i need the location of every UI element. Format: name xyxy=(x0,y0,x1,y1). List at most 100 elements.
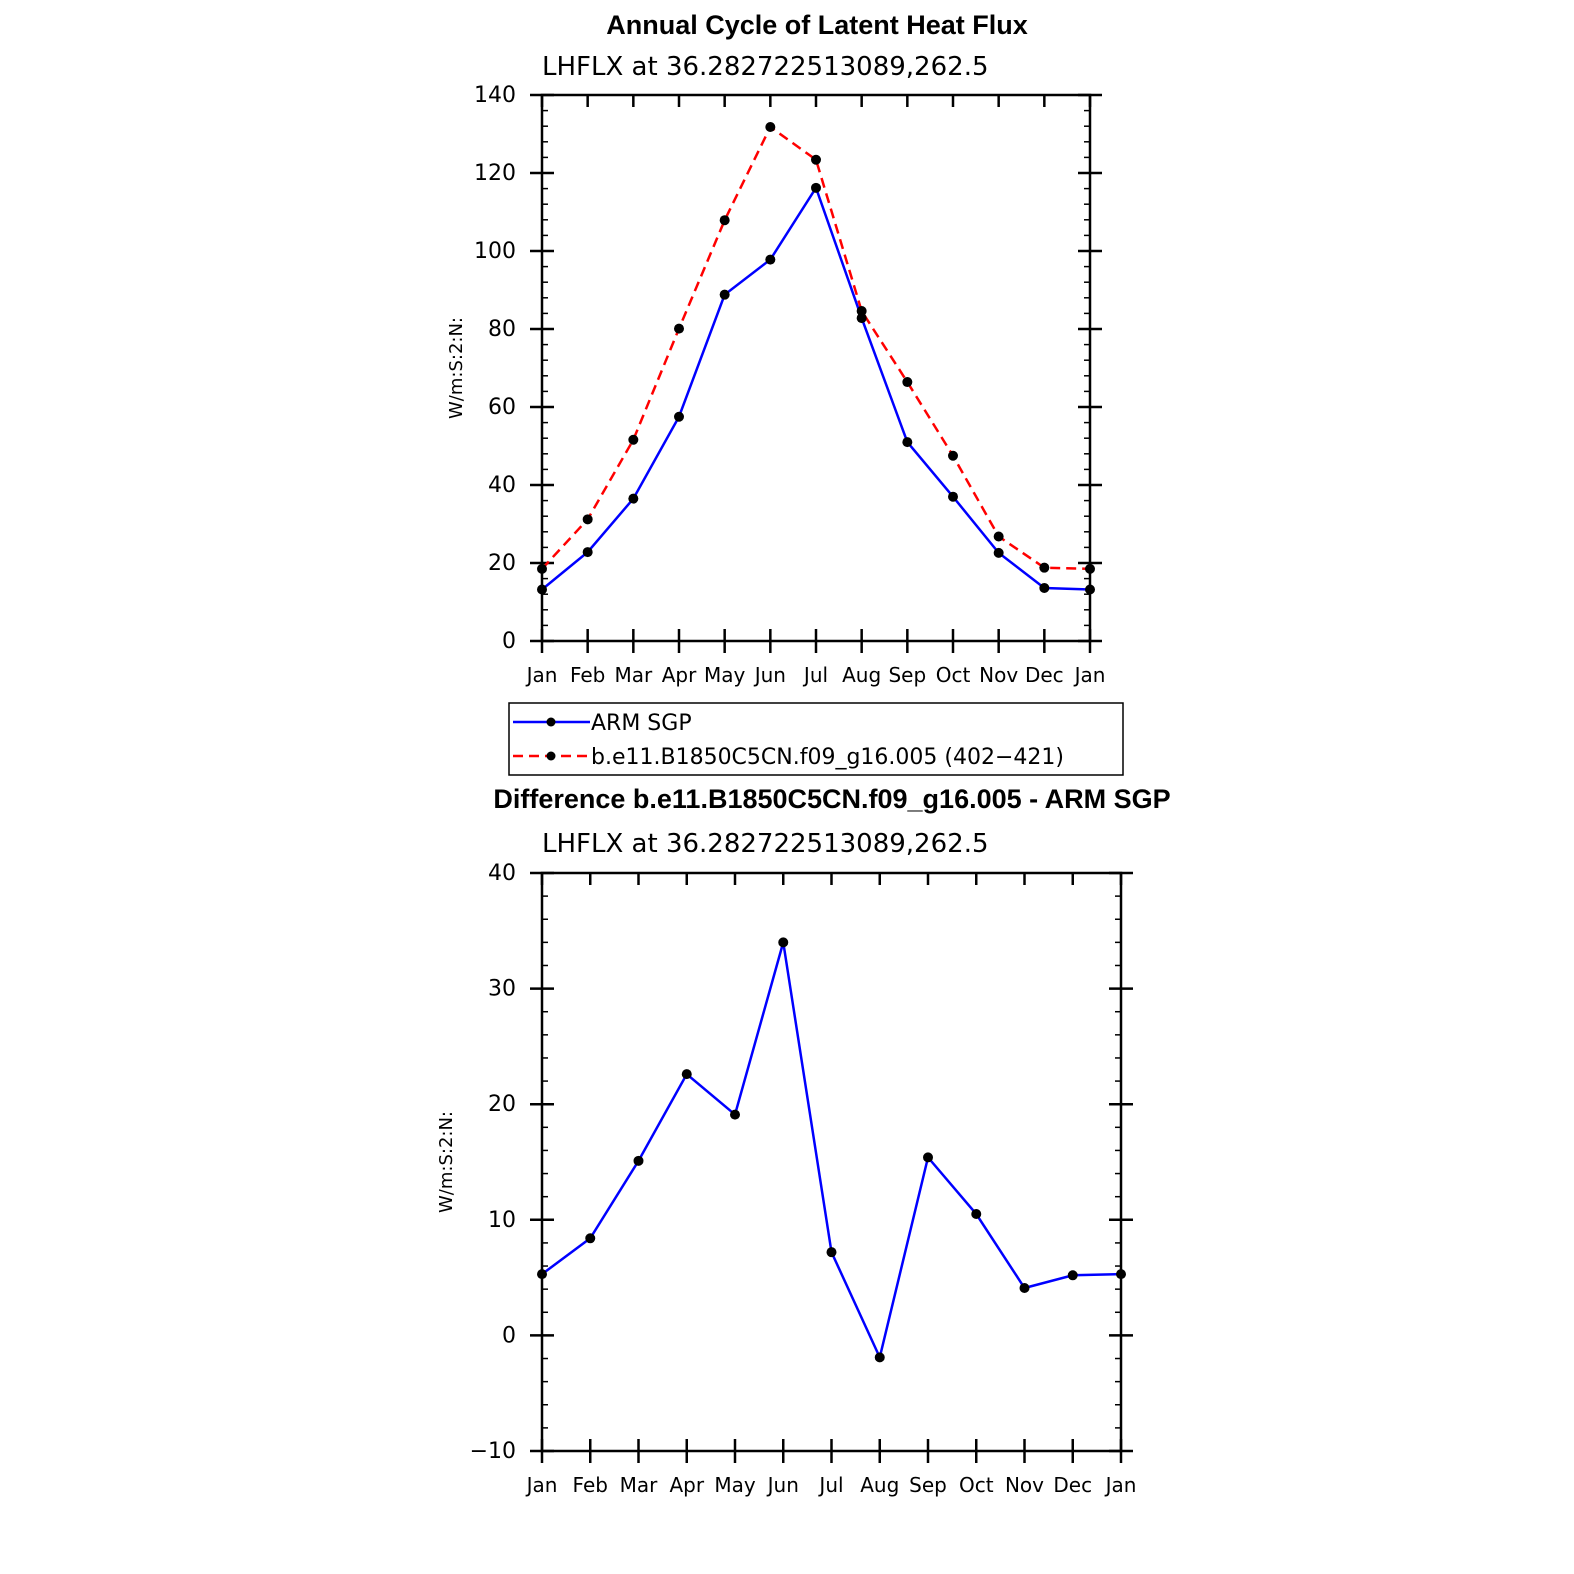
series-1-point xyxy=(923,1152,933,1163)
series-2-point xyxy=(948,450,958,461)
series-line-1 xyxy=(541,942,1122,1362)
legend-label-arm: ARM SGP xyxy=(591,711,692,736)
x-tick-label: Jun xyxy=(766,1473,799,1497)
y-tick-label: 30 xyxy=(488,977,516,1002)
x-tick-label: Nov xyxy=(1005,1473,1044,1497)
series-line-2 xyxy=(541,125,1091,571)
series-2-point xyxy=(993,531,1004,542)
chart2-axes: Jan Feb Mar Apr May Jun Jul Aug Sep Oct Nov Dec Jan−… xyxy=(470,861,1137,1497)
x-tick-label: Jan xyxy=(1104,1473,1137,1497)
chart1-series xyxy=(537,121,1095,595)
chart2-frame xyxy=(540,871,1123,1453)
series-1-point xyxy=(537,584,547,595)
series-1-point xyxy=(874,1352,885,1363)
x-tick-label: Jun xyxy=(753,663,786,687)
series-2-point xyxy=(582,514,593,525)
series-2-point xyxy=(628,434,639,445)
series-1-point xyxy=(902,437,913,448)
series-1-point xyxy=(971,1209,982,1220)
series-2-point xyxy=(811,154,821,165)
series-1-point xyxy=(826,1247,837,1258)
chart2-title: Difference b.e11.B1850C5CN.f09_g16.005 -… xyxy=(493,784,1170,814)
legend-box xyxy=(508,702,1124,776)
y-tick-label: −10 xyxy=(470,1439,516,1464)
series-1-point xyxy=(948,491,958,502)
x-tick-label: Oct xyxy=(959,1473,994,1497)
series-2-point xyxy=(1039,562,1050,573)
series-1-point xyxy=(1019,1283,1030,1294)
x-tick-label: May xyxy=(704,663,746,687)
chart1-ylabel: W/m:S:2:N: xyxy=(446,317,467,419)
x-tick-label: May xyxy=(714,1473,756,1497)
x-tick-label: Jul xyxy=(802,663,828,687)
series-1-point xyxy=(585,1233,596,1244)
series-1-point xyxy=(778,937,789,948)
x-tick-label: Jan xyxy=(525,1473,558,1497)
series-2-point xyxy=(765,121,776,132)
series-1-point xyxy=(856,313,867,324)
y-tick-label: 60 xyxy=(488,395,516,420)
x-tick-label: Apr xyxy=(662,663,697,687)
y-tick-label: 10 xyxy=(488,1208,516,1233)
y-tick-label: 100 xyxy=(474,239,516,264)
legend-marker-model xyxy=(546,751,556,761)
chart-annual-cycle: Annual Cycle of Latent Heat Flux LHFLX a… xyxy=(446,10,1105,687)
y-tick-label: 140 xyxy=(474,83,516,108)
series-1-point xyxy=(681,1069,692,1080)
y-tick-label: 40 xyxy=(488,861,516,886)
chart2-ylabel: W/m:S:2:N: xyxy=(436,1111,457,1213)
series-1-point xyxy=(537,1269,547,1280)
series-2-point xyxy=(674,323,684,334)
y-tick-label: 0 xyxy=(502,1323,516,1348)
y-tick-label: 40 xyxy=(488,473,516,498)
x-tick-label: Dec xyxy=(1025,663,1064,687)
series-2-point xyxy=(537,563,547,574)
x-tick-label: Jan xyxy=(1073,663,1106,687)
y-tick-label: 80 xyxy=(488,317,516,342)
chart2-series xyxy=(537,937,1126,1363)
series-2-point xyxy=(1085,563,1095,574)
chart-difference: Difference b.e11.B1850C5CN.f09_g16.005 -… xyxy=(436,784,1171,1497)
x-tick-label: Sep xyxy=(888,663,926,687)
legend-label-model: b.e11.B1850C5CN.f09_g16.005 (402−421) xyxy=(591,745,1064,770)
x-tick-label: Jul xyxy=(817,1473,843,1497)
x-tick-label: Oct xyxy=(936,663,971,687)
series-1-point xyxy=(719,289,730,300)
legend-marker-arm xyxy=(546,717,556,727)
x-tick-label: Mar xyxy=(614,663,653,687)
series-1-point xyxy=(633,1155,644,1166)
x-tick-label: Feb xyxy=(573,1473,608,1497)
y-tick-label: 120 xyxy=(474,161,516,186)
series-1-point xyxy=(993,547,1004,558)
series-1-point xyxy=(765,254,776,265)
chart1-axes: Jan Feb Mar Apr May Jun Jul Aug Sep Oct Nov Dec Jan 0… xyxy=(474,83,1105,687)
series-1-point xyxy=(1067,1270,1078,1281)
x-tick-label: Feb xyxy=(570,663,605,687)
x-tick-label: Mar xyxy=(620,1473,659,1497)
series-2-point xyxy=(719,215,730,226)
chart2-subtitle: LHFLX at 36.282722513089,262.5 xyxy=(542,829,989,859)
x-tick-label: Aug xyxy=(842,663,881,687)
series-1-point xyxy=(674,411,684,422)
x-tick-label: Jan xyxy=(525,663,558,687)
series-1-point xyxy=(1116,1269,1126,1280)
x-tick-label: Apr xyxy=(669,1473,704,1497)
series-1-point xyxy=(730,1109,740,1120)
chart1-subtitle: LHFLX at 36.282722513089,262.5 xyxy=(542,52,989,82)
y-tick-label: 20 xyxy=(488,1092,516,1117)
y-tick-label: 0 xyxy=(502,629,516,654)
series-1-point xyxy=(1085,584,1095,595)
series-2-point xyxy=(902,377,913,388)
series-1-point xyxy=(811,182,821,193)
series-2-point xyxy=(856,306,867,317)
series-1-point xyxy=(628,493,639,504)
x-tick-label: Dec xyxy=(1053,1473,1092,1497)
series-1-point xyxy=(582,547,593,558)
series-line-1 xyxy=(541,184,1091,591)
x-tick-label: Aug xyxy=(860,1473,899,1497)
y-tick-label: 20 xyxy=(488,551,516,576)
x-tick-label: Sep xyxy=(909,1473,947,1497)
x-tick-label: Nov xyxy=(979,663,1018,687)
chart1-title: Annual Cycle of Latent Heat Flux xyxy=(606,10,1028,40)
